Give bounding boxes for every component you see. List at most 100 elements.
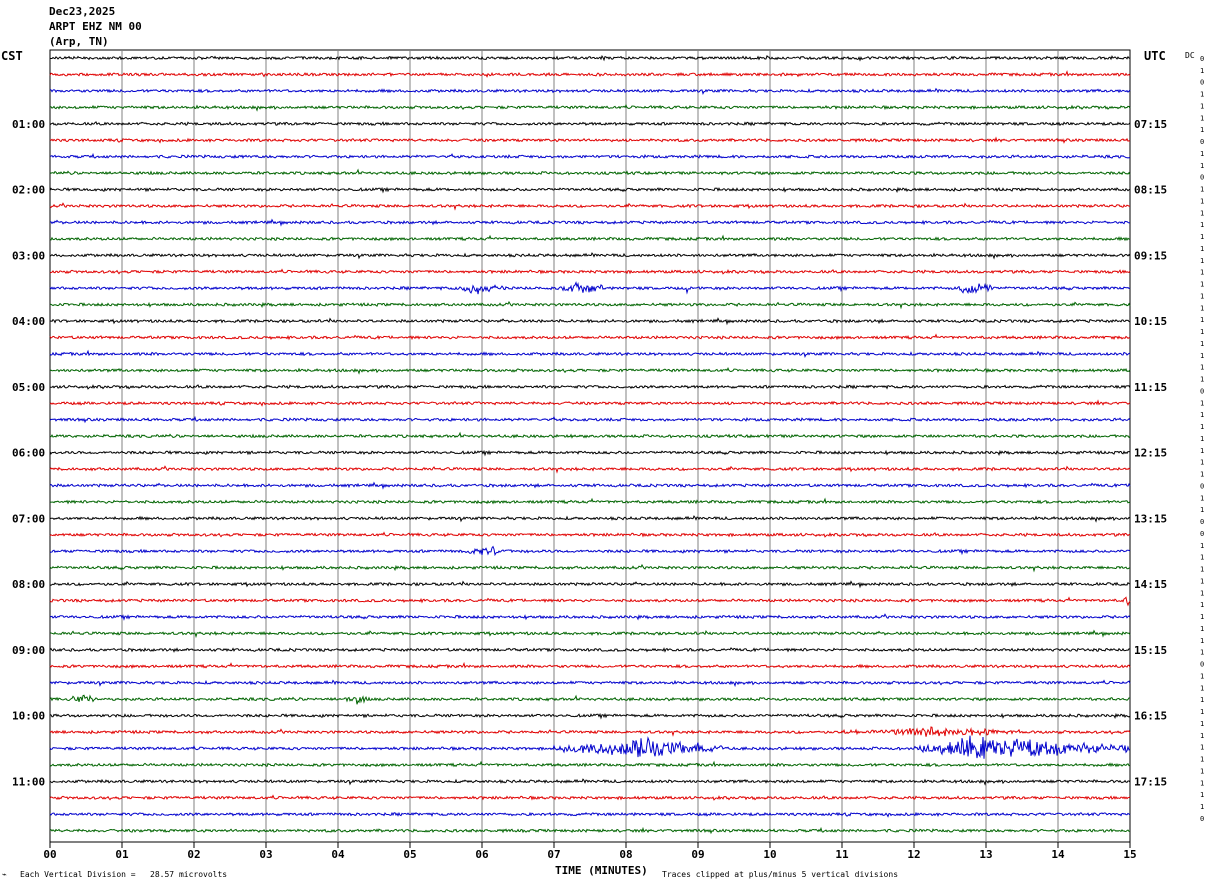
x-tick-label: 05 (403, 848, 416, 861)
dc-offset-value: 1 (1200, 542, 1204, 550)
dc-offset-value: 1 (1200, 554, 1204, 562)
seismic-trace (49, 300, 1131, 310)
seismic-trace (49, 545, 1131, 557)
right-hour-label: 13:15 (1134, 512, 1167, 525)
right-timezone-label: UTC (1144, 49, 1166, 63)
left-timezone-label: CST (1, 49, 23, 63)
right-hour-label: 14:15 (1134, 578, 1167, 591)
dc-offset-value: 0 (1200, 815, 1204, 823)
left-hour-label: 05:00 (12, 381, 45, 394)
seismic-trace (49, 317, 1131, 326)
x-tick-label: 03 (259, 848, 272, 861)
seismic-trace (49, 760, 1131, 768)
dc-offset-value: 1 (1200, 91, 1204, 99)
left-hour-label: 06:00 (12, 447, 45, 460)
plot-frame (49, 49, 1131, 843)
seismic-trace (49, 497, 1131, 505)
seismic-traces (49, 54, 1131, 835)
seismic-trace (49, 515, 1131, 523)
dc-offset-value: 1 (1200, 269, 1204, 277)
x-tick-label: 12 (907, 848, 920, 861)
dc-offset-value: 1 (1200, 696, 1204, 704)
x-tick-label: 15 (1123, 848, 1136, 861)
seismic-trace (50, 218, 1131, 227)
time-gridlines (49, 49, 1131, 848)
seismic-trace (49, 580, 1131, 589)
x-tick-label: 01 (115, 848, 129, 861)
seismic-trace (49, 281, 1131, 295)
right-hour-label: 15:15 (1134, 644, 1167, 657)
dc-offset-value: 0 (1200, 530, 1204, 538)
seismic-trace (49, 54, 1131, 62)
seismic-trace (49, 629, 1131, 639)
dc-offset-value: 0 (1200, 55, 1204, 63)
seismic-trace (49, 449, 1131, 457)
seismic-trace (49, 152, 1131, 160)
x-tick-label: 02 (187, 848, 200, 861)
dc-offset-value: 1 (1200, 67, 1204, 75)
dc-offset-value: 1 (1200, 471, 1204, 479)
dc-offset-value: 1 (1200, 589, 1204, 597)
dc-offset-value: 0 (1200, 518, 1204, 526)
dc-offset-value: 1 (1200, 162, 1204, 170)
dc-offset-value: 1 (1200, 150, 1204, 158)
seismic-trace (49, 613, 1131, 621)
seismic-trace (50, 104, 1131, 112)
seismic-trace (49, 811, 1131, 818)
x-tick-label: 04 (331, 848, 345, 861)
left-hour-label: 04:00 (12, 315, 45, 328)
seismic-trace (49, 563, 1131, 573)
x-tick-label: 06 (475, 848, 489, 861)
x-tick-label: 14 (1051, 848, 1065, 861)
right-hour-label: 12:15 (1134, 447, 1167, 460)
dc-offset-value: 1 (1200, 494, 1204, 502)
dc-offset-value: 1 (1200, 767, 1204, 775)
dc-offset-value: 0 (1200, 661, 1204, 669)
dc-offset-value: 1 (1200, 328, 1204, 336)
dc-offset-value: 1 (1200, 304, 1204, 312)
dc-offset-value: 1 (1200, 352, 1204, 360)
x-tick-label: 08 (619, 848, 632, 861)
seismic-trace (49, 794, 1131, 801)
dc-offset-value: 1 (1200, 281, 1204, 289)
seismic-trace (49, 679, 1131, 688)
dc-offset-value: 1 (1200, 447, 1204, 455)
seismic-trace (49, 252, 1131, 260)
dc-offset-value: 1 (1200, 625, 1204, 633)
dc-offset-value: 1 (1200, 364, 1204, 372)
seismic-trace (49, 168, 1131, 176)
dc-offset-value: 1 (1200, 340, 1204, 348)
dc-offset-value: 0 (1200, 174, 1204, 182)
dc-offset-value: 1 (1200, 257, 1204, 265)
x-tick-label: 00 (43, 848, 56, 861)
seismic-trace (49, 735, 1131, 759)
dc-offset-value: 1 (1200, 720, 1204, 728)
seismic-trace (49, 465, 1131, 474)
left-hour-label: 10:00 (12, 710, 45, 723)
left-hour-label: 03:00 (12, 249, 45, 262)
dc-offset-value: 1 (1200, 613, 1204, 621)
x-axis-title: TIME (MINUTES) (555, 864, 648, 877)
dc-offset-value: 1 (1200, 732, 1204, 740)
seismic-trace (49, 234, 1131, 242)
seismic-trace (49, 384, 1131, 390)
dc-offset-value: 1 (1200, 637, 1204, 645)
dc-offset-value: 1 (1200, 197, 1204, 205)
dc-offset-labels: 0 1 0 1 1 1 1 0 1 1 0 1 1 1 1 1 1 1 1 1 1 1 1 1 1 1 1 1 0 1 1 1 1 1 1 1 0 1 1 0… (1200, 55, 1204, 823)
left-hour-label: 11:00 (12, 775, 45, 788)
dc-offset-value: 1 (1200, 566, 1204, 574)
dc-offset-value: 1 (1200, 126, 1204, 134)
seismic-trace (49, 726, 1131, 737)
dc-offset-value: 1 (1200, 376, 1204, 384)
dc-offset-value: 1 (1200, 233, 1204, 241)
dc-offset-value: 1 (1200, 756, 1204, 764)
dc-offset-value: 1 (1200, 221, 1204, 229)
seismic-trace (49, 399, 1131, 407)
x-tick-label: 09 (691, 848, 704, 861)
dc-offset-value: 1 (1200, 186, 1204, 194)
scale-note: Each Vertical Division = 28.57 microvolt… (20, 870, 228, 879)
left-hour-label: 08:00 (12, 578, 45, 591)
x-tick-label: 07 (547, 848, 560, 861)
station-label: ARPT EHZ NM 00 (49, 20, 142, 33)
